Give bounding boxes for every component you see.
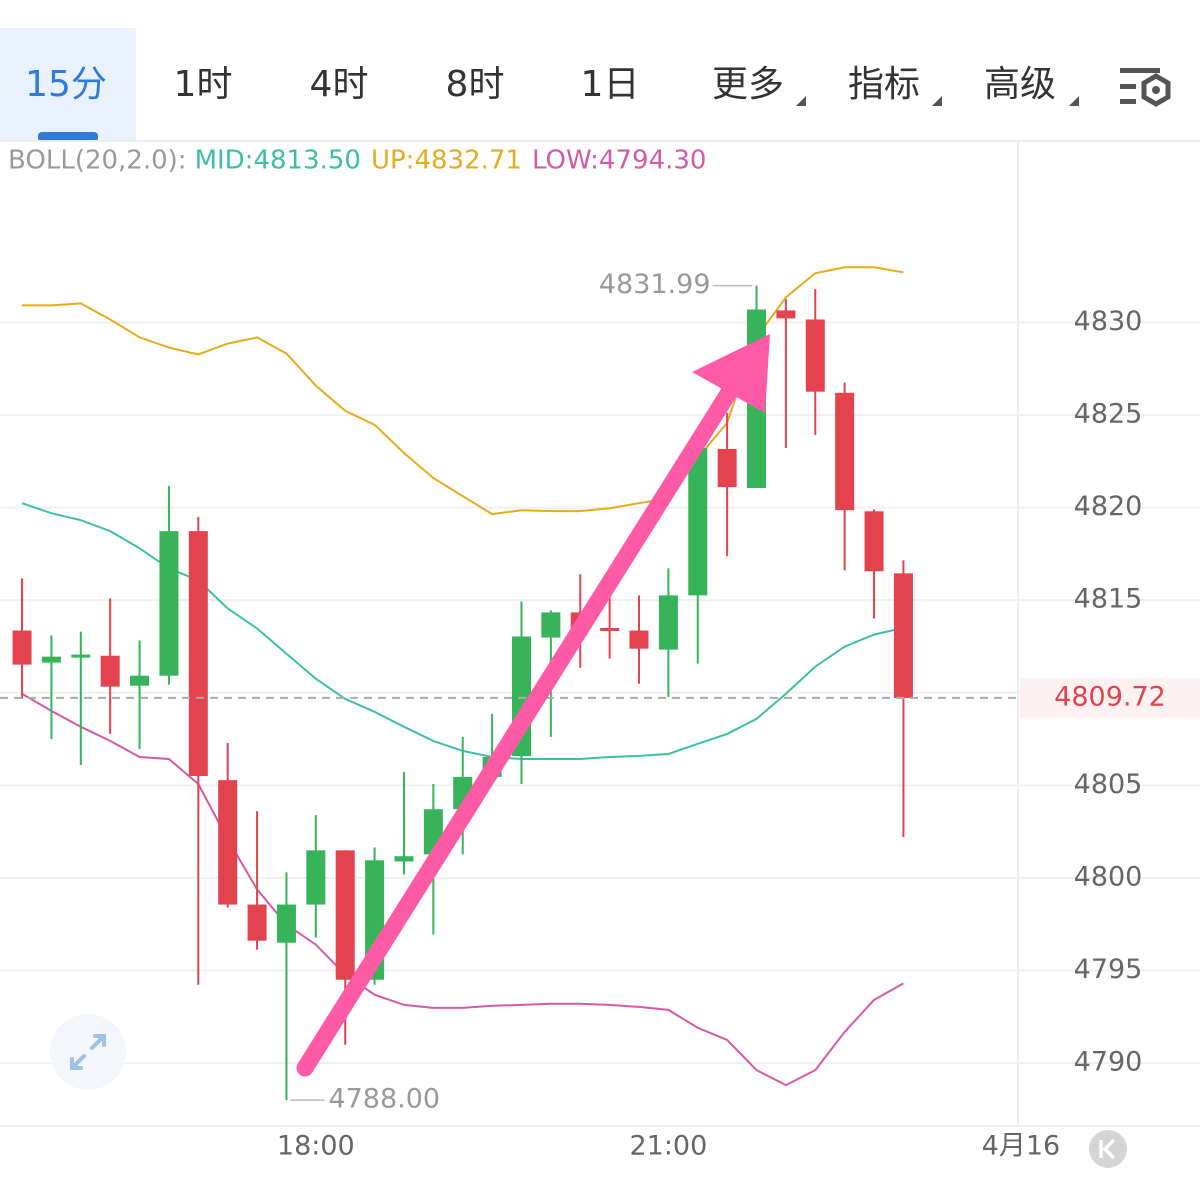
settings-icon[interactable] bbox=[1120, 68, 1171, 107]
y-tick-label: 4820 bbox=[1074, 491, 1143, 522]
candle-body bbox=[600, 627, 620, 631]
indicator-line bbox=[21, 692, 904, 1087]
trend-arrow bbox=[296, 334, 770, 1077]
tab[interactable]: 1日 bbox=[581, 64, 640, 105]
indicator-label: BOLL(20,2.0): bbox=[8, 146, 187, 176]
candle-body bbox=[306, 850, 326, 905]
candle-body bbox=[159, 531, 179, 676]
x-tick-label: 21:00 bbox=[629, 1131, 707, 1162]
y-tick-label: 4825 bbox=[1074, 399, 1143, 430]
y-tick-label: 4805 bbox=[1074, 769, 1143, 800]
candle-body bbox=[100, 655, 120, 687]
candle-body bbox=[776, 310, 796, 319]
tab[interactable]: 指标 bbox=[848, 64, 920, 105]
candle-body bbox=[218, 780, 238, 905]
indicator-legend: BOLL(20,2.0): MID:4813.50 UP:4832.71 LOW:47… bbox=[8, 146, 706, 176]
dropdown-arrow bbox=[796, 96, 806, 106]
y-tick-label: 4795 bbox=[1074, 954, 1143, 985]
candle-body bbox=[71, 654, 91, 658]
candle-body bbox=[805, 319, 825, 392]
y-tick-label: 4830 bbox=[1074, 306, 1143, 337]
candle-body bbox=[835, 392, 855, 511]
tab-bar: 15分 1时 4时 8时 1日 更多 指标 高级 bbox=[25, 64, 1056, 105]
candle-body bbox=[629, 630, 649, 649]
last-price-bg bbox=[1020, 677, 1200, 718]
high-label: 4831.99 bbox=[599, 269, 711, 300]
y-tick-label: 4800 bbox=[1074, 861, 1143, 892]
candle-body bbox=[130, 675, 150, 686]
candle-body bbox=[658, 595, 678, 650]
x-tick-label: 4月16 bbox=[982, 1131, 1061, 1162]
active-tab-bg bbox=[0, 28, 136, 140]
legend-entry: MID:4813.50 bbox=[195, 146, 361, 176]
last-price-label: 4809.72 bbox=[1054, 681, 1166, 712]
dropdown-arrow bbox=[932, 96, 942, 106]
candle-body bbox=[893, 573, 913, 698]
dropdown-arrow bbox=[1069, 96, 1079, 106]
candle-body bbox=[276, 904, 296, 943]
candle-body bbox=[717, 448, 737, 488]
candle-body bbox=[541, 612, 561, 638]
tab[interactable]: 4时 bbox=[310, 64, 369, 105]
y-tick-label: 4790 bbox=[1074, 1047, 1143, 1078]
tab[interactable]: 1时 bbox=[174, 64, 233, 105]
candle-body bbox=[335, 850, 355, 980]
tab[interactable]: 更多 bbox=[712, 64, 784, 105]
legend-entry: UP:4832.71 bbox=[371, 146, 522, 176]
x-tick-label: 18:00 bbox=[277, 1131, 355, 1162]
candle-body bbox=[688, 447, 708, 596]
candle-body bbox=[864, 511, 884, 572]
candle-body bbox=[247, 904, 267, 941]
tab[interactable]: 高级 bbox=[984, 64, 1056, 105]
y-tick-label: 4815 bbox=[1074, 584, 1143, 615]
candle-body bbox=[394, 856, 414, 862]
candle-body bbox=[12, 630, 32, 665]
low-label: 4788.00 bbox=[328, 1084, 440, 1115]
candle-body bbox=[188, 531, 208, 777]
tab[interactable]: 8时 bbox=[446, 64, 505, 105]
active-tab-indicator bbox=[38, 132, 98, 142]
annotations: 4831.99 4788.00 4809.72 bbox=[0, 269, 1200, 1115]
candle-body bbox=[41, 656, 61, 663]
legend-entry: LOW:4794.30 bbox=[532, 146, 706, 176]
tab[interactable]: 15分 bbox=[25, 64, 107, 105]
scroll-to-start-button[interactable] bbox=[1089, 1130, 1127, 1168]
expand-button[interactable] bbox=[50, 1014, 126, 1090]
